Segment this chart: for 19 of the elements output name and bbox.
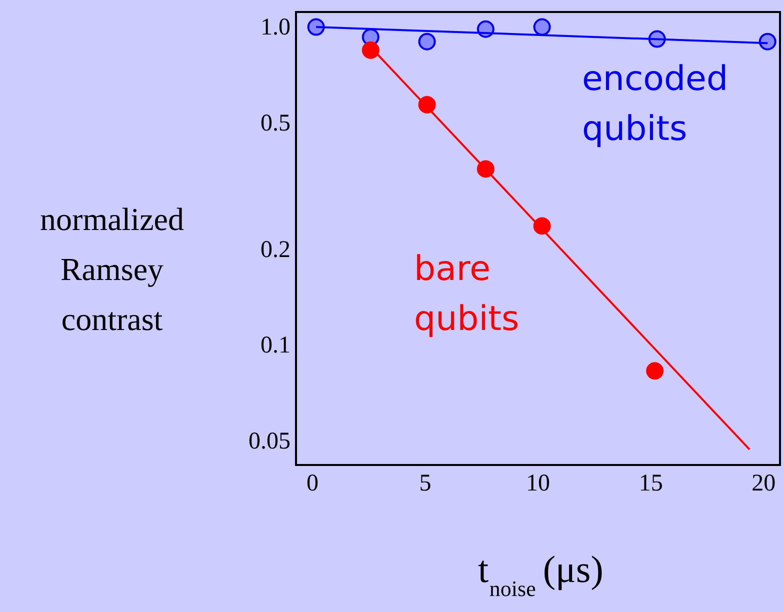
point <box>307 18 325 36</box>
point <box>533 18 551 36</box>
x-tick-label: 20 <box>752 470 776 496</box>
y-axis-title: normalized Ramsey contrast <box>40 201 184 337</box>
series-label: encoded qubits <box>582 59 728 149</box>
point <box>418 32 436 50</box>
x-tick-label: 10 <box>526 470 550 496</box>
series-label: bare qubits <box>414 249 520 339</box>
x-tick-label: 0 <box>306 470 319 496</box>
x-tick-label: 15 <box>638 470 663 496</box>
y-tick-label: 0.5 <box>260 110 290 136</box>
point <box>362 41 380 59</box>
x-tick-label: 5 <box>419 470 432 496</box>
point <box>758 32 776 50</box>
y-tick-label: 0.2 <box>260 236 290 263</box>
y-tick-label: 0.05 <box>248 428 290 454</box>
point <box>646 362 664 380</box>
y-tick-label: 1.0 <box>260 14 290 41</box>
y-tick-label: 0.1 <box>260 332 290 359</box>
